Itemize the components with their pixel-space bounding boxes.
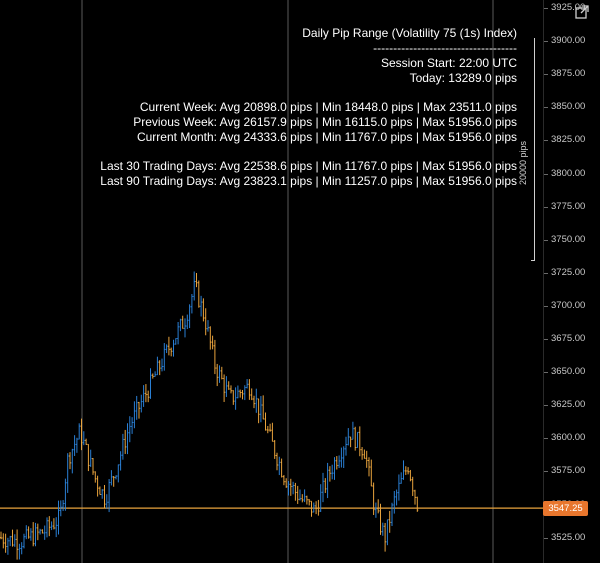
price-tick-mark [544, 107, 548, 109]
price-tick-label: 3575.00 [551, 465, 586, 477]
price-tick-mark [544, 8, 548, 9]
pip-range-info-panel: Daily Pip Range (Volatility 75 (1s) Inde… [100, 26, 517, 189]
price-tick-mark [544, 272, 548, 274]
price-tick-mark [544, 405, 548, 407]
current-price-label: 3547.25 [543, 501, 588, 517]
price-tick-label: 3750.00 [551, 233, 586, 245]
price-tick-label: 3900.00 [551, 35, 586, 47]
price-tick-mark [544, 438, 548, 440]
price-tick-label: 3775.00 [551, 200, 586, 212]
price-tick-label: 3725.00 [551, 266, 586, 278]
price-tick-mark [544, 74, 548, 76]
pip-scale-label: 20000 pips [518, 140, 528, 185]
chart-area[interactable] [0, 0, 543, 563]
session-start: Session Start: 22:00 UTC [380, 56, 517, 70]
price-tick-mark [544, 305, 548, 307]
today-range: Today: 13289.0 pips [409, 71, 517, 85]
price-tick-label: 3850.00 [551, 101, 586, 113]
price-tick-mark [544, 471, 548, 473]
price-tick-mark [544, 339, 548, 340]
price-tick-label: 3625.00 [551, 399, 586, 411]
price-tick-mark [544, 173, 548, 175]
price-tick-mark [544, 41, 548, 43]
price-tick-mark [544, 140, 548, 142]
price-axis[interactable]: 3925.00 3900.00 3875.00 3850.00 3825.00 3800.… [543, 0, 600, 563]
price-tick-label: 3800.00 [551, 167, 586, 179]
pip-scale-bracket [531, 38, 535, 261]
current-week-stats: Current Week: Avg 20898.0 pips | Min 184… [139, 100, 517, 114]
previous-week-stats: Previous Week: Avg 26157.9 pips | Min 16… [133, 115, 517, 129]
price-tick-label: 3825.00 [551, 134, 586, 146]
info-separator: ------------------------------------ [373, 41, 517, 55]
last-30-days-stats: Last 30 Trading Days: Avg 22538.6 pips |… [100, 159, 517, 173]
last-90-days-stats: Last 90 Trading Days: Avg 23823.1 pips |… [100, 174, 517, 188]
popout-icon[interactable] [574, 4, 590, 20]
price-tick-mark [544, 372, 548, 374]
current-month-stats: Current Month: Avg 24333.6 pips | Min 11… [136, 130, 517, 144]
price-tick-label: 3925.00 [551, 2, 586, 13]
price-tick-label: 3675.00 [551, 333, 586, 344]
price-tick-label: 3650.00 [551, 366, 586, 378]
price-tick-mark [544, 537, 548, 539]
price-tick-label: 3600.00 [551, 432, 586, 444]
price-tick-label: 3700.00 [551, 299, 586, 311]
info-title: Daily Pip Range (Volatility 75 (1s) Inde… [302, 26, 517, 40]
price-tick-label: 3525.00 [551, 531, 586, 543]
price-chart[interactable] [0, 0, 543, 563]
price-tick-label: 3875.00 [551, 68, 586, 80]
price-tick-mark [544, 239, 548, 241]
price-tick-mark [544, 206, 548, 208]
